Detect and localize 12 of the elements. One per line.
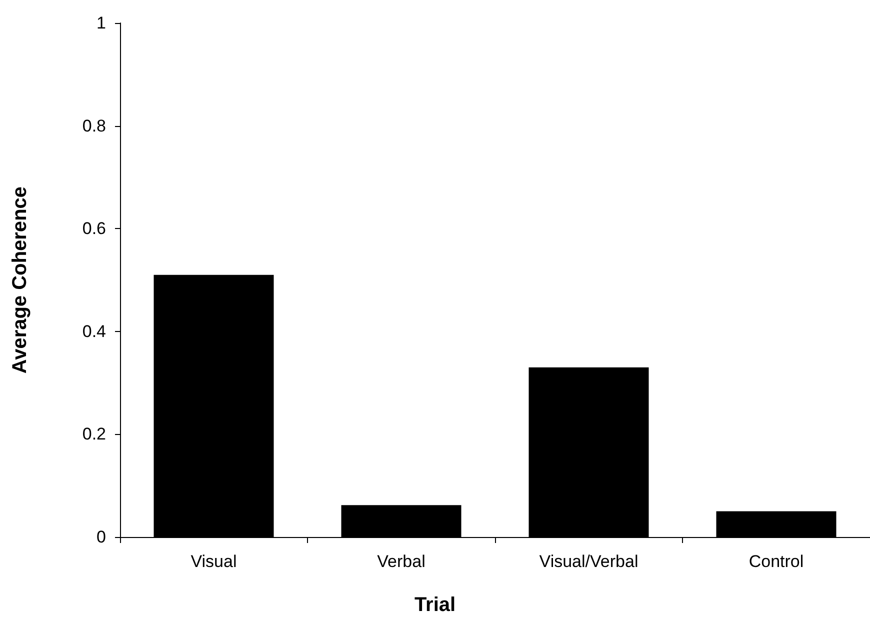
y-tick-label: 0.2	[82, 424, 106, 444]
x-tick-label: Visual/Verbal	[539, 552, 638, 571]
y-tick-label: 0.4	[82, 322, 106, 341]
x-axis-title: Trial	[414, 594, 456, 616]
y-tick-label: 0.8	[82, 116, 106, 136]
y-tick-label: 0.6	[82, 219, 106, 238]
y-axis-title: Average Coherence	[9, 186, 31, 374]
x-tick-label: Verbal	[377, 552, 426, 571]
y-tick-label: 1	[96, 14, 106, 32]
y-tick-label: 0	[96, 528, 106, 546]
x-tick-label: Visual	[190, 552, 237, 571]
x-tick-label: Control	[748, 552, 804, 571]
